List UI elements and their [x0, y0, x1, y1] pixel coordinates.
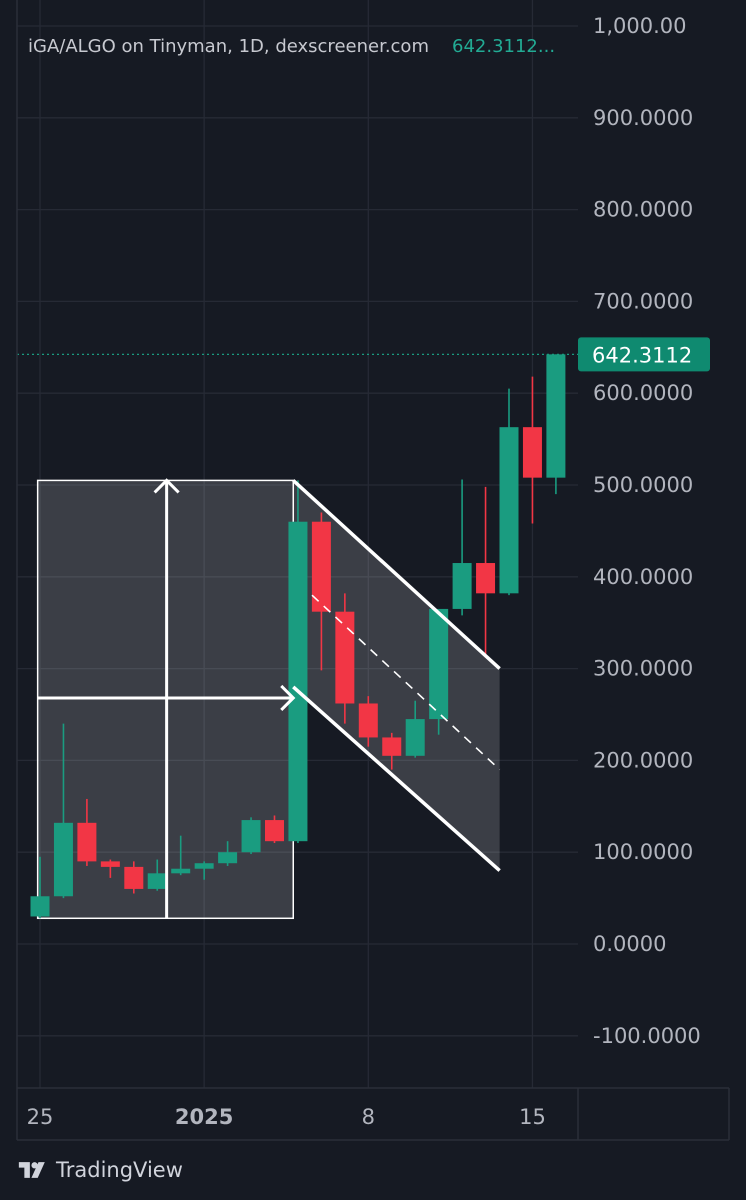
- price-tick-label: 800.0000: [593, 198, 693, 222]
- flag-channel-fill: [293, 480, 500, 871]
- arrow-up-icon: [153, 478, 180, 494]
- candle-body-up: [429, 608, 449, 720]
- candle-body-down: [100, 861, 120, 867]
- price-tick-label: 1,000.00: [593, 14, 687, 38]
- channel-median-line[interactable]: [311, 594, 501, 771]
- last-price-badge-bg: [578, 337, 710, 372]
- title-last-price: 642.3112...: [452, 36, 555, 57]
- candle-body-down: [311, 521, 331, 612]
- candle-body-up: [30, 896, 50, 917]
- tradingview-branding[interactable]: TradingView: [16, 1156, 183, 1184]
- last-price-badge: 642.3112: [578, 337, 710, 372]
- candle-body-down: [382, 737, 402, 756]
- tradingview-brand-text: TradingView: [56, 1158, 183, 1182]
- candles: [30, 354, 566, 919]
- arrow-right-icon: [280, 684, 296, 712]
- candle-body-up: [241, 820, 261, 853]
- price-tick-label: 900.0000: [593, 106, 693, 130]
- candle-body-down: [335, 611, 355, 704]
- channel-lower-trendline[interactable]: [292, 685, 501, 872]
- price-tick-label: 500.0000: [593, 473, 693, 497]
- candle-body-up: [218, 852, 238, 864]
- candle-body-down: [77, 822, 97, 862]
- candle-body-up: [499, 427, 519, 594]
- candle-body-up: [452, 563, 472, 609]
- candle-body-down: [124, 866, 144, 889]
- time-tick-label: 8: [362, 1105, 375, 1129]
- price-axis[interactable]: 1,000.00 900.0000 800.0000 700.0000 600.0000…: [593, 14, 701, 1048]
- price-tick-label: -100.0000: [593, 1024, 701, 1048]
- candle-body-down: [265, 820, 284, 842]
- time-axis[interactable]: 25 2025 8 15: [27, 1105, 546, 1129]
- time-tick-label: 15: [519, 1105, 546, 1129]
- drawing-tools[interactable]: [37, 478, 501, 919]
- candle-body-up: [147, 873, 167, 889]
- channel-upper-trendline[interactable]: [292, 479, 501, 670]
- candle-body-down: [522, 427, 542, 478]
- candle-body-up: [194, 863, 214, 869]
- last-price-badge-label: 642.3112: [592, 343, 692, 367]
- candle-body-up: [171, 868, 191, 874]
- price-tick-label: 200.0000: [593, 748, 693, 772]
- tradingview-logo-icon: [18, 1162, 45, 1178]
- chart-title: iGA/ALGO on Tinyman, 1D, dexscreener.com: [28, 36, 429, 57]
- price-tick-label: 300.0000: [593, 657, 693, 681]
- candle-body-up: [405, 719, 425, 756]
- candle-body-up: [53, 822, 73, 897]
- price-tick-label: 400.0000: [593, 565, 693, 589]
- candle-body-down: [358, 703, 378, 738]
- price-tick-label: 600.0000: [593, 381, 693, 405]
- time-tick-label: 25: [27, 1105, 54, 1129]
- candle-body-up: [546, 354, 566, 478]
- candle-body-up: [288, 521, 308, 842]
- time-tick-label: 2025: [175, 1105, 233, 1129]
- price-tick-label: 100.0000: [593, 840, 693, 864]
- chart-grid: [17, 0, 578, 1088]
- candle-body-down: [476, 563, 496, 594]
- price-tick-label: 0.0000: [593, 932, 666, 956]
- price-tick-label: 700.0000: [593, 289, 693, 313]
